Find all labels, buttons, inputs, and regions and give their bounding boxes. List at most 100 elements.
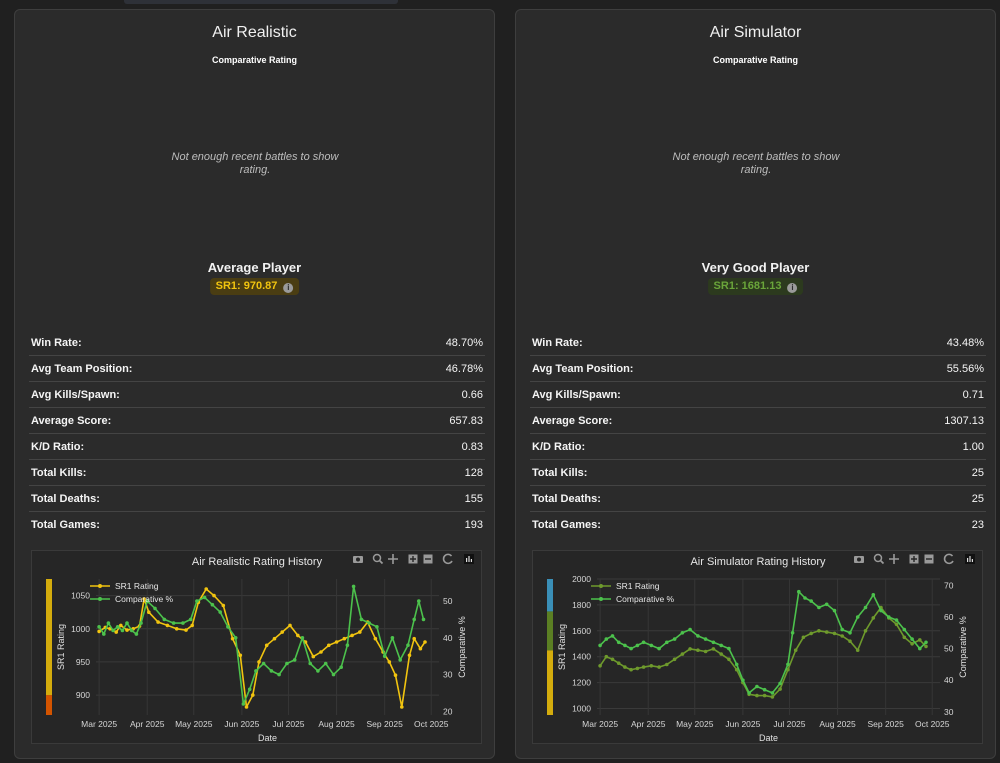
camera-icon[interactable]: [353, 556, 363, 563]
data-point[interactable]: [244, 705, 249, 709]
data-point[interactable]: [797, 589, 801, 594]
data-point[interactable]: [770, 691, 775, 695]
zoom-in-icon[interactable]: [408, 554, 418, 564]
data-point[interactable]: [233, 636, 238, 640]
data-point[interactable]: [139, 621, 143, 625]
sr1-badge[interactable]: SR1: 970.87 i: [209, 278, 300, 295]
legend-label[interactable]: Comparative %: [115, 594, 174, 604]
data-point[interactable]: [863, 605, 868, 610]
data-point[interactable]: [296, 633, 300, 638]
data-point[interactable]: [778, 687, 782, 691]
reset-axes-icon[interactable]: [442, 553, 453, 565]
data-point[interactable]: [665, 662, 669, 667]
data-point[interactable]: [598, 664, 602, 668]
series-line-comparative[interactable]: [98, 585, 425, 705]
data-point[interactable]: [162, 617, 167, 622]
top-scrollbar[interactable]: [124, 0, 398, 4]
data-point[interactable]: [272, 636, 277, 641]
data-point[interactable]: [334, 640, 339, 644]
data-point[interactable]: [817, 629, 821, 633]
data-point[interactable]: [373, 636, 378, 641]
data-point[interactable]: [727, 646, 731, 651]
data-point[interactable]: [327, 643, 331, 648]
data-point[interactable]: [407, 653, 412, 658]
data-point[interactable]: [342, 636, 347, 641]
data-point[interactable]: [147, 610, 151, 614]
legend-label[interactable]: SR1 Rating: [616, 581, 660, 591]
data-point[interactable]: [300, 636, 305, 640]
data-point[interactable]: [649, 643, 654, 648]
zoom-in-icon[interactable]: [909, 554, 919, 564]
data-point[interactable]: [778, 681, 782, 686]
data-point[interactable]: [635, 643, 640, 648]
data-point[interactable]: [910, 642, 914, 646]
data-point[interactable]: [277, 672, 281, 677]
data-point[interactable]: [120, 628, 125, 633]
data-point[interactable]: [345, 643, 350, 647]
data-point[interactable]: [832, 631, 837, 636]
data-point[interactable]: [848, 639, 852, 643]
data-point[interactable]: [887, 615, 891, 619]
data-point[interactable]: [649, 664, 654, 668]
data-point[interactable]: [688, 647, 692, 651]
data-point[interactable]: [610, 657, 615, 662]
data-point[interactable]: [770, 695, 775, 699]
rating-history-svg[interactable]: Air Simulator Rating History 1000 1200 1400…: [533, 551, 984, 745]
data-point[interactable]: [924, 644, 928, 649]
rating-history-chart[interactable]: Air Realistic Rating History 900 950 1000 10…: [31, 550, 482, 744]
zoom-out-icon[interactable]: [924, 554, 934, 564]
data-point[interactable]: [134, 632, 139, 636]
data-point[interactable]: [786, 667, 790, 672]
data-point[interactable]: [629, 646, 633, 651]
data-point[interactable]: [184, 628, 188, 632]
data-point[interactable]: [879, 608, 883, 613]
data-point[interactable]: [910, 637, 914, 641]
data-point[interactable]: [351, 584, 356, 589]
data-point[interactable]: [824, 602, 829, 607]
data-point[interactable]: [280, 630, 284, 634]
camera-icon[interactable]: [854, 556, 864, 563]
data-point[interactable]: [809, 599, 813, 603]
data-point[interactable]: [261, 661, 266, 666]
rating-history-chart[interactable]: Air Simulator Rating History 1000 1200 1400…: [532, 550, 983, 744]
data-point[interactable]: [801, 635, 806, 640]
data-point[interactable]: [918, 638, 922, 642]
rating-history-svg[interactable]: Air Realistic Rating History 900 950 1000 10…: [32, 551, 483, 745]
data-point[interactable]: [204, 587, 208, 591]
data-point[interactable]: [803, 596, 807, 600]
data-point[interactable]: [264, 643, 269, 648]
data-point[interactable]: [97, 625, 101, 629]
data-point[interactable]: [202, 595, 207, 600]
data-point[interactable]: [292, 658, 297, 662]
data-point[interactable]: [350, 633, 354, 638]
data-point[interactable]: [840, 634, 844, 638]
data-point[interactable]: [711, 647, 716, 651]
data-point[interactable]: [316, 669, 320, 673]
data-point[interactable]: [387, 660, 392, 664]
data-point[interactable]: [359, 617, 364, 622]
info-icon[interactable]: i: [283, 283, 294, 293]
data-point[interactable]: [824, 630, 829, 634]
pan-icon[interactable]: [889, 554, 899, 564]
data-point[interactable]: [111, 628, 115, 633]
data-point[interactable]: [142, 597, 146, 601]
data-point[interactable]: [181, 621, 185, 625]
info-icon[interactable]: i: [787, 283, 798, 293]
data-point[interactable]: [195, 599, 199, 603]
data-point[interactable]: [719, 652, 723, 656]
data-point[interactable]: [119, 623, 123, 628]
data-point[interactable]: [641, 640, 646, 645]
data-point[interactable]: [188, 617, 193, 622]
data-point[interactable]: [375, 625, 379, 629]
data-point[interactable]: [114, 630, 118, 634]
series-line-comparative[interactable]: [599, 590, 927, 694]
data-point[interactable]: [393, 673, 398, 677]
data-point[interactable]: [604, 637, 609, 641]
data-point[interactable]: [680, 631, 685, 635]
data-point[interactable]: [629, 667, 633, 672]
data-point[interactable]: [703, 637, 708, 641]
data-point[interactable]: [190, 623, 194, 628]
data-point[interactable]: [125, 621, 129, 625]
data-point[interactable]: [254, 669, 258, 673]
plotly-logo-icon[interactable]: [464, 554, 474, 564]
